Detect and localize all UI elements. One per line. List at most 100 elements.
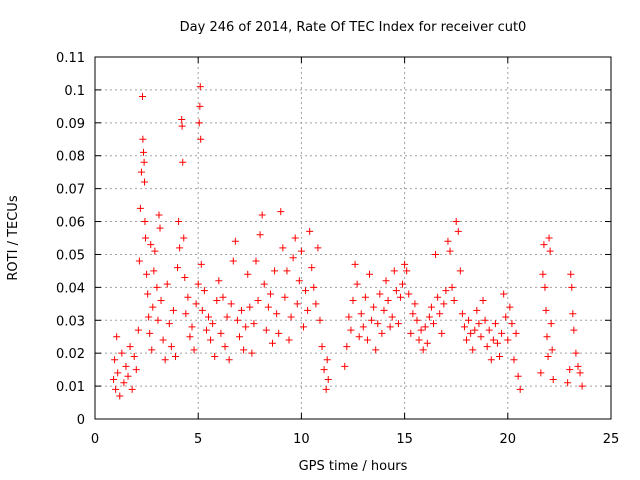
data-point xyxy=(167,343,175,351)
data-point xyxy=(403,267,411,275)
data-point xyxy=(151,247,159,255)
data-point xyxy=(186,333,194,341)
data-point xyxy=(504,336,512,344)
data-point xyxy=(374,320,382,328)
data-point xyxy=(514,372,522,380)
data-point xyxy=(351,260,359,268)
data-point xyxy=(225,356,233,364)
data-point xyxy=(516,385,524,393)
x-tick-label: 5 xyxy=(194,432,202,447)
data-point xyxy=(233,316,241,324)
data-point xyxy=(227,300,235,308)
data-point xyxy=(448,283,456,291)
data-point xyxy=(341,362,349,370)
data-point xyxy=(345,313,353,321)
data-point xyxy=(318,343,326,351)
data-point xyxy=(124,372,132,380)
data-point xyxy=(463,336,471,344)
data-point xyxy=(576,369,584,377)
data-point xyxy=(180,234,188,242)
data-point xyxy=(548,346,556,354)
data-point xyxy=(184,293,192,301)
data-point xyxy=(137,168,145,176)
y-tick-label: 0.06 xyxy=(56,216,85,231)
data-point xyxy=(171,352,179,360)
data-point xyxy=(176,244,184,252)
data-point xyxy=(378,329,386,337)
data-point xyxy=(493,339,501,347)
data-point xyxy=(421,323,429,331)
data-point xyxy=(219,293,227,301)
data-point xyxy=(148,346,156,354)
data-point xyxy=(192,300,200,308)
data-point xyxy=(413,316,421,324)
data-point xyxy=(308,264,316,272)
data-point xyxy=(143,270,151,278)
data-point xyxy=(510,356,518,364)
data-point xyxy=(149,303,157,311)
data-point xyxy=(477,333,485,341)
data-point xyxy=(549,376,557,384)
y-tick-label: 0.09 xyxy=(56,117,85,132)
data-point xyxy=(194,280,202,288)
data-point xyxy=(417,326,425,334)
data-point xyxy=(141,178,149,186)
data-point xyxy=(116,392,124,400)
data-point xyxy=(202,326,210,334)
data-point xyxy=(252,257,260,265)
data-point xyxy=(112,385,120,393)
data-point xyxy=(209,320,217,328)
data-point xyxy=(269,339,277,347)
data-point xyxy=(570,326,578,334)
data-point xyxy=(409,310,417,318)
data-point xyxy=(446,247,454,255)
data-point xyxy=(196,102,204,110)
data-point xyxy=(147,241,155,249)
data-point xyxy=(569,310,577,318)
data-point xyxy=(489,336,497,344)
data-point xyxy=(485,326,493,334)
data-point xyxy=(271,267,279,275)
data-point xyxy=(130,352,138,360)
data-point xyxy=(438,329,446,337)
data-point xyxy=(363,336,371,344)
data-point xyxy=(260,280,268,288)
data-point xyxy=(140,148,148,156)
data-point xyxy=(277,208,285,216)
data-point xyxy=(376,290,384,298)
data-point xyxy=(465,316,473,324)
data-point xyxy=(366,270,374,278)
data-point xyxy=(289,254,297,262)
data-point xyxy=(287,313,295,321)
y-tick-label: 0.04 xyxy=(56,281,85,296)
data-point xyxy=(169,306,177,314)
data-point xyxy=(483,343,491,351)
data-point xyxy=(547,320,555,328)
data-point xyxy=(487,356,495,364)
data-point xyxy=(163,280,171,288)
data-point xyxy=(264,303,272,311)
data-point xyxy=(353,280,361,288)
data-point xyxy=(456,267,464,275)
y-tick-label: 0 xyxy=(77,413,85,428)
data-point xyxy=(392,287,400,295)
data-point xyxy=(542,306,550,314)
data-point xyxy=(384,297,392,305)
data-point xyxy=(293,300,301,308)
data-point xyxy=(429,320,437,328)
data-point xyxy=(370,303,378,311)
data-point xyxy=(266,290,274,298)
data-point xyxy=(454,227,462,235)
data-point xyxy=(283,267,291,275)
data-point xyxy=(126,343,134,351)
data-point xyxy=(235,333,243,341)
data-point xyxy=(141,218,149,226)
data-point xyxy=(323,356,331,364)
data-point xyxy=(543,333,551,341)
data-point xyxy=(113,333,121,341)
data-point xyxy=(181,273,189,281)
data-point xyxy=(390,267,398,275)
x-tick-label: 25 xyxy=(603,432,620,447)
data-point xyxy=(138,92,146,100)
data-point xyxy=(156,224,164,232)
